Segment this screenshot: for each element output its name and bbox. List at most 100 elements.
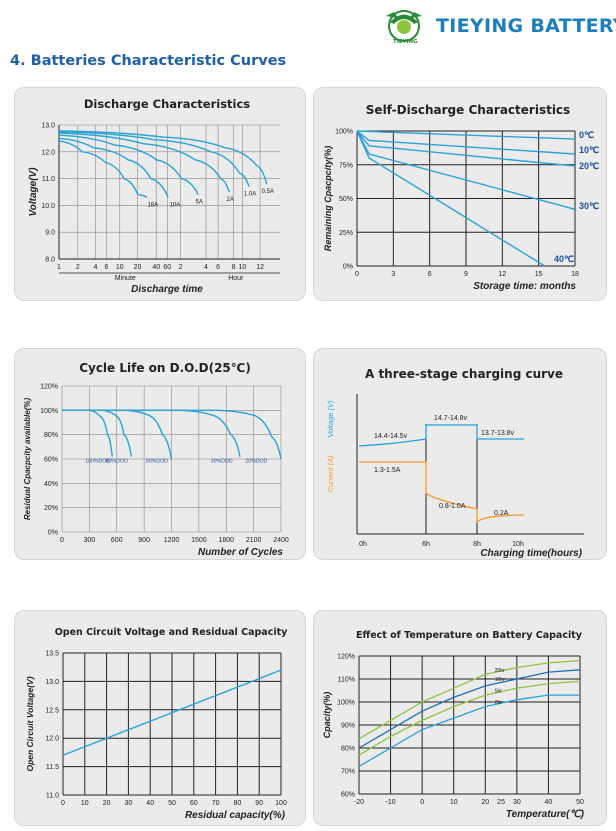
x-axis-label: Number of Cycles [198,547,283,558]
three-stage-chart: A three-stage charging curve 14.4-14.5v 14… [326,367,584,559]
y-tick-label: 75% [339,162,353,169]
x-tick-label: 1 [57,264,61,271]
x-tick-label: -20 [354,799,364,806]
x-axis-label: Discharge time [131,284,203,295]
y-tick-label: 100% [337,700,355,707]
discharge-series-line [58,130,268,185]
y-tick-label: 11.0 [46,793,59,800]
x-tick-label: 10 [239,264,247,271]
series-label: 30℃ [579,201,599,211]
y-axis-label: Residual Cpacpcity available(%) [23,398,32,521]
x-tick-label: 4 [204,264,208,271]
x-tick-label: 0 [61,800,65,807]
x-tick-label: 1500 [191,537,207,544]
x-axis-label: Charging time(hours) [480,548,582,559]
x-tick-label: 9 [464,271,468,278]
x-tick-label: 0 [420,799,424,806]
y-tick-label: 13.0 [45,679,59,686]
y-tick-label: 25% [339,230,353,237]
annotation: 1.3-1.5A [374,467,401,474]
y-axis-label: Cpacity(%) [322,692,332,739]
brand-header: TIEYING TIEYING BATTERY [380,2,616,46]
y-tick-label: 70% [341,769,355,776]
x-tick-label: 1800 [218,537,234,544]
series-label: 30%DOD [211,459,233,465]
discharge-series-line [58,131,250,187]
series-label: 40℃ [554,254,574,264]
annotation: 14.4-14.5v [374,433,408,440]
x-tick-label: 6 [105,264,109,271]
y-tick-label: 50% [339,196,353,203]
x-tick-label: 0 [355,271,359,278]
discharge-series-line [58,137,169,198]
x-tick-label: 20 [481,799,489,806]
cycle-life-series-line [61,409,113,457]
x-tick-label: 2 [179,264,183,271]
ocv-chart-panel: Open Circuit Voltage and Residual Capaci… [15,611,305,825]
series-end-label: 0.5A [262,189,274,195]
x-tick-label: 12 [498,271,506,278]
discharge-chart: Discharge Characteristics13.012.011.010.… [28,97,280,295]
cycle-life-series-line [61,409,282,460]
x-tick-label: 10 [450,799,458,806]
x-tick-label: 3 [391,271,395,278]
chart-title: Self-Discharge Characteristics [366,103,570,117]
series-label: 100%DOD [85,459,110,465]
x-tick-label: 40 [545,799,553,806]
temperature-series-line [358,680,581,756]
discharge-chart-panel: Discharge Characteristics 13.0 12.0 11.0 10.… [15,88,305,300]
section-title: 4. Batteries Characteristic Curves [10,53,287,69]
chart-title: A three-stage charging curve [365,367,563,381]
x-tick-label: 0h [359,541,367,548]
series-label: 20℃ [579,161,599,171]
y-tick-label: 8.0 [45,257,55,264]
y-tick-label: 100% [335,129,353,136]
x-tick-label: 18 [571,271,579,278]
ocv-series-line [62,669,282,756]
x-tick-label: -10 [386,799,396,806]
y-tick-label: 80% [44,432,58,439]
annotation: 13.7-13.8v [481,430,515,437]
x-tick-label: 40 [152,264,160,271]
y-tick-label: 100% [40,408,58,415]
y-tick-label: 9.0 [45,230,55,237]
series-label: 2hr [495,700,503,706]
series-end-label: 10A [170,202,181,208]
x-tick-label: 8 [232,264,236,271]
y-axis-label: Voltage(V) [28,167,39,217]
x-tick-label: 2400 [273,537,289,544]
x-tick-label: 2100 [246,537,262,544]
y-tick-label: 12.0 [45,736,59,743]
x-tick-label: 10 [81,800,89,807]
self-discharge-series-line [356,130,576,155]
y-tick-label: 60% [44,457,58,464]
ocv-chart: Open Circuit Voltage and Residual Capaci… [25,627,288,821]
x-tick-label: 900 [138,537,150,544]
series-label: 80%DOD [106,459,128,465]
x-axis-label: Temperature(℃) [506,809,585,820]
series-label: 20%DOD [245,459,267,465]
x-tick-label: 80 [234,800,242,807]
x-axis-label: Residual capacity(%) [185,810,286,821]
y-tick-label: 0% [343,264,353,271]
x-axis-label: Storage time: months [473,281,576,292]
cycle-life-series-line [61,409,132,457]
x-tick-label: 1200 [164,537,180,544]
chart-title: Discharge Characteristics [84,97,250,111]
x-tick-label: 60 [163,264,171,271]
discharge-series-line [58,132,230,193]
y-tick-label: 60% [341,792,355,799]
x-tick-label: 20 [103,800,111,807]
series-end-label: 5A [196,200,203,206]
y-tick-label: 110% [338,677,355,684]
x-tick-label: 6 [216,264,220,271]
y-axis-label: Remaining Cpacpcity(%) [323,146,333,252]
y-tick-label: 12.5 [45,707,59,714]
self-discharge-series-line [356,130,576,167]
y-tick-label: 90% [341,723,355,730]
x-tick-label: 10h [512,541,524,548]
cycle-life-series-line [61,409,241,457]
annotation: 0.2A [494,510,509,517]
chart-title: Open Circuit Voltage and Residual Capaci… [55,627,288,638]
x-unit-hour: Hour [228,275,244,282]
